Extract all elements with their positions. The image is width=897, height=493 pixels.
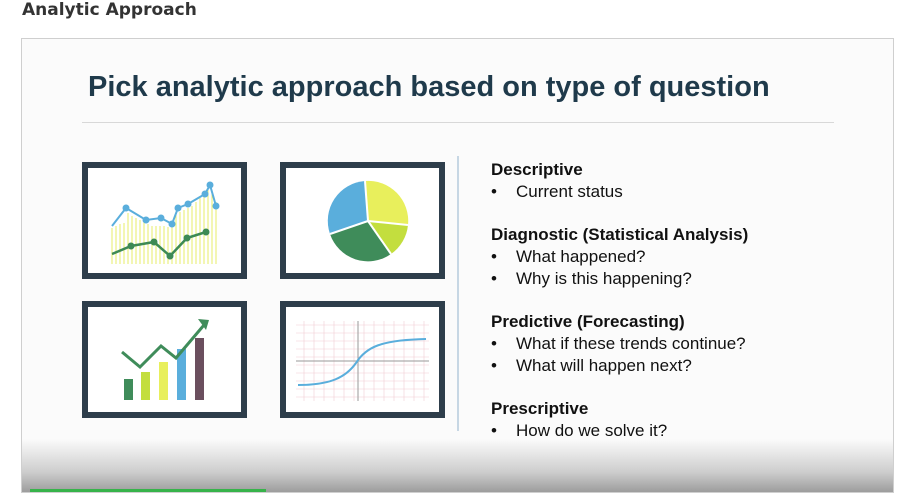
page-heading: Analytic Approach xyxy=(22,0,197,20)
slide-title: Pick analytic approach based on type of … xyxy=(88,71,770,103)
pie-chart-icon xyxy=(280,162,445,279)
bullet-text: What happened? xyxy=(516,247,646,266)
video-progress-bar[interactable] xyxy=(30,489,266,492)
section-diagnostic: Diagnostic (Statistical Analysis) • What… xyxy=(491,224,871,290)
bullet-item: • Why is this happening? xyxy=(491,268,871,290)
section-title: Predictive (Forecasting) xyxy=(491,312,685,331)
bullet-item: • What if these trends continue? xyxy=(491,333,871,355)
bullet-item: • Current status xyxy=(491,181,871,203)
bullet-text: Current status xyxy=(516,182,623,201)
bullet-item: • How do we solve it? xyxy=(491,420,871,442)
bullet-item: • What will happen next? xyxy=(491,355,871,377)
section-predictive: Predictive (Forecasting) • What if these… xyxy=(491,311,871,377)
section-title: Descriptive xyxy=(491,160,583,179)
bullet-text: How do we solve it? xyxy=(516,421,668,440)
s-curve-graph-icon xyxy=(280,301,445,418)
player-controls-overlay[interactable] xyxy=(22,439,893,492)
bullet-glyph: • xyxy=(491,356,497,375)
approach-list: Descriptive • Current status Diagnostic … xyxy=(491,159,871,463)
bullet-glyph: • xyxy=(491,421,497,440)
bullet-text: Why is this happening? xyxy=(516,269,692,288)
section-descriptive: Descriptive • Current status xyxy=(491,159,871,203)
title-divider xyxy=(82,122,834,123)
video-player[interactable]: Pick analytic approach based on type of … xyxy=(21,38,894,493)
line-chart-icon xyxy=(82,162,247,279)
bullet-glyph: • xyxy=(491,334,497,353)
bullet-text: What if these trends continue? xyxy=(516,334,746,353)
section-title: Diagnostic (Statistical Analysis) xyxy=(491,225,749,244)
bullet-glyph: • xyxy=(491,269,497,288)
section-title: Prescriptive xyxy=(491,399,589,418)
bullet-glyph: • xyxy=(491,247,497,266)
section-prescriptive: Prescriptive • How do we solve it? xyxy=(491,398,871,442)
growth-bar-chart-icon xyxy=(82,301,247,418)
bullet-glyph: • xyxy=(491,182,497,201)
vertical-divider xyxy=(457,156,459,431)
bullet-item: • What happened? xyxy=(491,246,871,268)
bullet-text: What will happen next? xyxy=(516,356,692,375)
